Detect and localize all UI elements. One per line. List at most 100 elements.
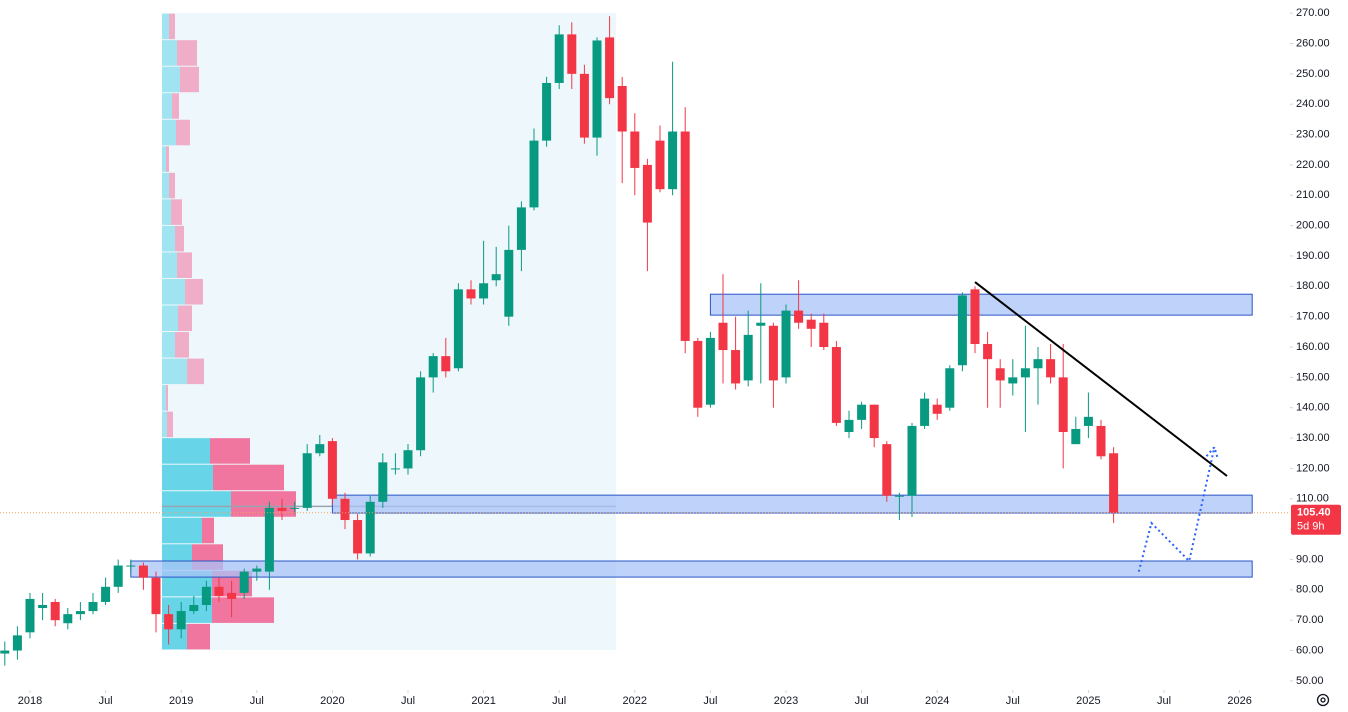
profile-buy — [162, 517, 202, 544]
candle-body — [605, 37, 615, 99]
candle-body — [327, 441, 337, 499]
candle-body — [416, 377, 426, 451]
profile-sell — [185, 278, 203, 305]
x-tick-label: 2024 — [925, 695, 949, 707]
y-tick-label: 120.00 — [1296, 462, 1330, 474]
profile-buy — [162, 305, 178, 332]
candle-body — [151, 577, 161, 615]
candle-body — [768, 325, 778, 381]
candle-body — [189, 605, 199, 612]
y-tick-label: 270.00 — [1296, 7, 1330, 19]
candle-body — [50, 601, 60, 621]
y-tick-label: 150.00 — [1296, 371, 1330, 383]
zone — [130, 560, 1253, 578]
profile-buy — [162, 225, 175, 252]
y-tick-label: 70.00 — [1296, 614, 1324, 626]
profile-sell — [187, 358, 204, 385]
candle-body — [894, 495, 904, 497]
candle-body — [579, 73, 589, 138]
candle-body — [138, 565, 148, 578]
y-tick-label: 250.00 — [1296, 68, 1330, 80]
profile-sell — [177, 252, 192, 278]
profile-buy — [162, 40, 177, 66]
y-tick-label: 60.00 — [1296, 644, 1324, 656]
candle-body — [592, 40, 602, 138]
y-tick-label: 170.00 — [1296, 311, 1330, 323]
candle-body — [995, 368, 1005, 381]
candle-body — [756, 322, 766, 326]
candle-body — [340, 498, 350, 521]
profile-buy — [162, 66, 180, 93]
candle-body — [945, 368, 955, 408]
profile-buy — [162, 278, 185, 305]
settings-icon[interactable] — [1316, 693, 1330, 707]
candle-body — [617, 85, 627, 132]
y-tick-label: 220.00 — [1296, 159, 1330, 171]
candle-body — [466, 289, 476, 299]
candle-body — [781, 310, 791, 378]
profile-sell — [210, 438, 250, 464]
countdown-label: 5d 9h — [1297, 521, 1325, 533]
y-tick-label: 230.00 — [1296, 128, 1330, 140]
profile-buy — [162, 172, 169, 199]
profile-buy — [162, 93, 172, 119]
candle-body — [239, 571, 249, 593]
x-tick-label: Jul — [401, 695, 415, 707]
profile-sell — [172, 93, 179, 119]
profile-sell — [171, 199, 182, 225]
gear-hub — [1320, 697, 1326, 703]
profile-buy — [162, 358, 187, 385]
x-tick-label: 2022 — [623, 695, 647, 707]
y-tick-label: 160.00 — [1296, 341, 1330, 353]
candle-body — [743, 334, 753, 381]
projection-path — [1137, 446, 1216, 572]
candle-body — [277, 507, 287, 511]
x-tick-label: Jul — [855, 695, 869, 707]
candle-body — [819, 322, 829, 348]
x-tick-label: Jul — [99, 695, 113, 707]
x-tick-label: 2025 — [1076, 695, 1100, 707]
candle-body — [806, 319, 816, 329]
x-tick-label: Jul — [1157, 695, 1171, 707]
x-tick-label: Jul — [250, 695, 264, 707]
candle-body — [1046, 359, 1056, 378]
profile-sell — [166, 146, 169, 172]
profile-sell — [202, 517, 214, 544]
candle-body — [869, 404, 879, 439]
profile-sell — [169, 172, 175, 199]
candle-body — [353, 520, 363, 554]
profile-sell — [169, 13, 175, 40]
profile-buy — [162, 13, 169, 40]
candle-body — [970, 289, 980, 344]
x-tick-label: Jul — [703, 695, 717, 707]
candle-body — [718, 322, 728, 351]
candle-body — [642, 164, 652, 223]
profile-sell — [176, 119, 190, 146]
candle-body — [504, 249, 514, 317]
candle-body — [0, 650, 10, 654]
candle-body — [12, 635, 22, 651]
profile-sell — [175, 332, 189, 358]
candle-body — [491, 274, 501, 281]
candle-body — [1096, 425, 1106, 457]
candle-body — [403, 450, 413, 469]
candle-body — [227, 592, 237, 599]
candle-body — [252, 568, 262, 572]
candle-body — [932, 404, 942, 414]
candle-body — [794, 310, 804, 323]
candle-body — [378, 462, 388, 502]
projection-arrowhead — [1205, 445, 1219, 459]
candle-body — [542, 82, 552, 141]
candle-body — [680, 131, 690, 341]
candle-body — [731, 350, 741, 384]
axes: 50.0060.0070.0080.0090.00100.00110.00120… — [18, 7, 1341, 707]
candle-body — [25, 598, 35, 633]
plot-area — [0, 13, 1290, 666]
candle-body — [630, 131, 640, 168]
candle-body — [75, 611, 85, 615]
y-tick-label: 200.00 — [1296, 220, 1330, 232]
profile-buy — [162, 199, 171, 225]
candle-body — [668, 131, 678, 190]
candle-body — [1033, 359, 1043, 369]
